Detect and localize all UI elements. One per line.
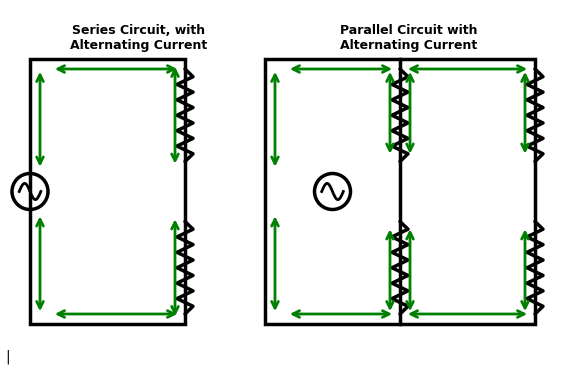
Text: Series Circuit, with
Alternating Current: Series Circuit, with Alternating Current xyxy=(70,24,207,52)
Text: Parallel Circuit with
Alternating Current: Parallel Circuit with Alternating Curren… xyxy=(340,24,477,52)
Text: |: | xyxy=(5,349,10,364)
